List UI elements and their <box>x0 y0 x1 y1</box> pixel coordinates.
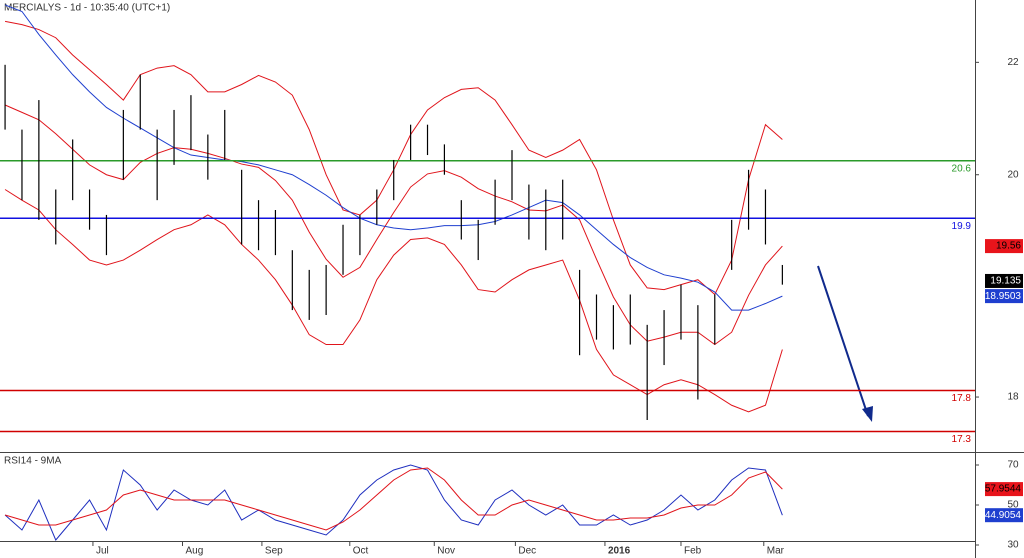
indicator-line <box>4 467 783 531</box>
price-badge <box>985 289 1023 304</box>
y-tick-label: 30 <box>1007 540 1019 551</box>
y-tick-label: 70 <box>1007 460 1019 471</box>
indicator-line <box>4 104 783 346</box>
x-tick-label: Dec <box>518 546 536 557</box>
x-tick-label: Feb <box>684 546 702 557</box>
y-tick-label: 20 <box>1007 169 1019 180</box>
x-tick-label: Oct <box>353 546 369 557</box>
indicator-line <box>4 189 783 413</box>
price-badge-label: 19.135 <box>990 276 1021 287</box>
x-tick-label: 2016 <box>608 546 631 557</box>
y-tick-label: 18 <box>1007 392 1019 403</box>
price-badge-label: 18.9503 <box>985 291 1022 302</box>
price-badge <box>985 273 1023 288</box>
price-badge-label: 44.9054 <box>985 510 1022 521</box>
level-label: 17.3 <box>952 434 972 445</box>
x-tick-label: Nov <box>437 546 455 557</box>
x-tick-label: Jul <box>96 546 109 557</box>
level-label: 17.8 <box>952 393 972 404</box>
price-badge <box>985 482 1023 497</box>
x-tick-label: Mar <box>767 546 785 557</box>
indicator-line <box>4 4 783 311</box>
level-label: 20.6 <box>952 163 972 174</box>
price-badge <box>985 508 1023 523</box>
price-badge-label: 19.56 <box>996 241 1021 252</box>
price-badge <box>985 239 1023 254</box>
rsi-title: RSI14 - 9MA <box>4 456 62 467</box>
y-tick-label: 22 <box>1007 57 1019 68</box>
price-badge-label: 57.9544 <box>985 484 1022 495</box>
chart-title: MERCIALYS - 1d - 10:35:40 (UTC+1) <box>4 3 170 14</box>
plot-area: 22 20 18 20.6 19.9 17.8 17.3 19.56 19.135 18.9503… <box>0 4 1023 557</box>
annotation-arrow-head <box>862 406 873 422</box>
level-label: 19.9 <box>952 221 972 232</box>
x-tick-label: Aug <box>185 546 203 557</box>
x-tick-label: Sep <box>265 546 283 557</box>
y-tick-label: 50 <box>1007 500 1019 511</box>
